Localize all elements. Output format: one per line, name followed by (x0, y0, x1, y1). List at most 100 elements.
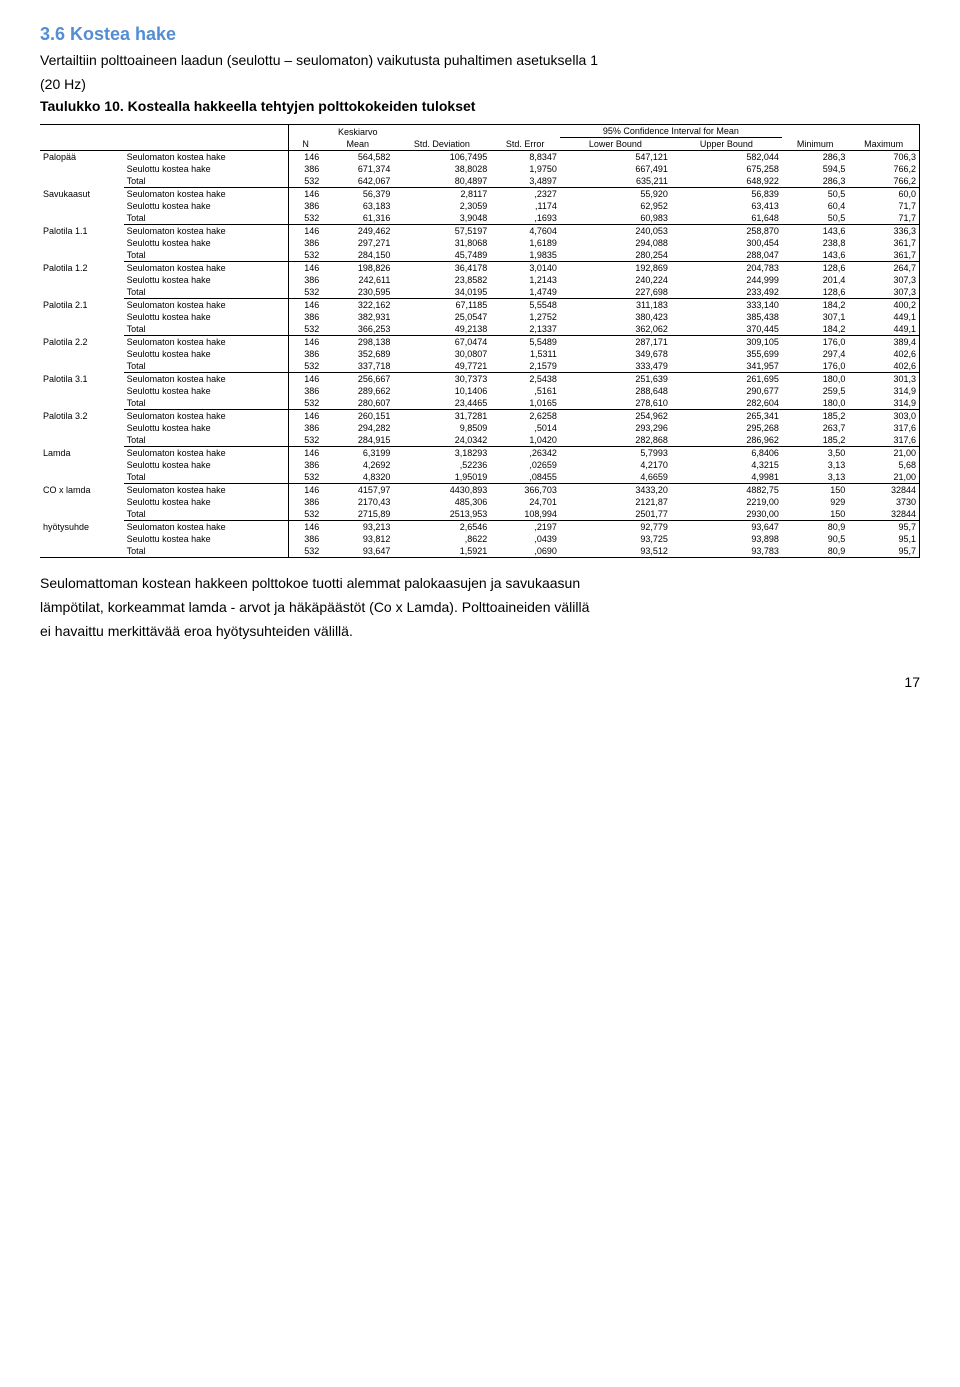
data-cell: 1,5921 (393, 545, 490, 558)
group-label (40, 434, 124, 447)
data-cell: 301,3 (848, 373, 919, 386)
row-label: Seulomaton kostea hake (124, 447, 289, 460)
data-cell: 50,5 (782, 188, 848, 201)
data-cell: 564,582 (322, 151, 393, 164)
data-cell: 4,8320 (322, 471, 393, 484)
data-cell: 150 (782, 484, 848, 497)
data-cell: 23,8582 (393, 274, 490, 286)
data-cell: 263,7 (782, 422, 848, 434)
col-lower: Lower Bound (560, 138, 671, 151)
group-label: hyötysuhde (40, 521, 124, 534)
data-cell: 532 (289, 323, 323, 336)
section-heading: 3.6 Kostea hake (40, 24, 920, 45)
data-cell: 23,4465 (393, 397, 490, 410)
data-cell: 582,044 (671, 151, 782, 164)
data-cell: 675,258 (671, 163, 782, 175)
row-label: Total (124, 471, 289, 484)
data-cell: 265,341 (671, 410, 782, 423)
col-keskiarvo: Keskiarvo (322, 125, 393, 138)
closing-line-3: ei havaittu merkittävää eroa hyötysuhtei… (40, 623, 353, 639)
data-cell: 108,994 (490, 508, 560, 521)
row-label: Seulottu kostea hake (124, 385, 289, 397)
row-label: Total (124, 212, 289, 225)
data-cell: 288,648 (560, 385, 671, 397)
data-cell: 198,826 (322, 262, 393, 275)
data-cell: 63,413 (671, 200, 782, 212)
data-cell: 333,140 (671, 299, 782, 312)
data-cell: 314,9 (848, 385, 919, 397)
group-label: Palotila 2.1 (40, 299, 124, 312)
row-label: Total (124, 286, 289, 299)
data-cell: 307,3 (848, 286, 919, 299)
data-cell: 284,915 (322, 434, 393, 447)
group-label (40, 175, 124, 188)
row-label: Total (124, 249, 289, 262)
group-label: Lamda (40, 447, 124, 460)
data-cell: 300,454 (671, 237, 782, 249)
data-cell: 2513,953 (393, 508, 490, 521)
table-row: Palotila 2.1Seulomaton kostea hake146322… (40, 299, 920, 312)
data-cell: ,26342 (490, 447, 560, 460)
group-label: CO x lamda (40, 484, 124, 497)
data-cell: 648,922 (671, 175, 782, 188)
table-row: hyötysuhdeSeulomaton kostea hake14693,21… (40, 521, 920, 534)
data-cell: 264,7 (848, 262, 919, 275)
table-row: Total5322715,892513,953108,9942501,77293… (40, 508, 920, 521)
row-label: Total (124, 508, 289, 521)
data-cell: 4157,97 (322, 484, 393, 497)
data-cell: 50,5 (782, 212, 848, 225)
data-cell: 286,3 (782, 151, 848, 164)
data-cell: 25,0547 (393, 311, 490, 323)
data-cell: 204,783 (671, 262, 782, 275)
data-cell: 282,868 (560, 434, 671, 447)
data-cell: 766,2 (848, 163, 919, 175)
table-row: PalopääSeulomaton kostea hake146564,5821… (40, 151, 920, 164)
data-cell: 180,0 (782, 373, 848, 386)
data-cell: 3,13 (782, 471, 848, 484)
data-cell: 4,7604 (490, 225, 560, 238)
data-cell: ,2327 (490, 188, 560, 201)
data-cell: 294,282 (322, 422, 393, 434)
row-label: Seulottu kostea hake (124, 533, 289, 545)
data-cell: 667,491 (560, 163, 671, 175)
row-label: Seulomaton kostea hake (124, 410, 289, 423)
data-cell: 366,253 (322, 323, 393, 336)
data-cell: 38,8028 (393, 163, 490, 175)
table-row: Seulottu kostea hake386289,66210,1406,51… (40, 385, 920, 397)
data-cell: 5,7993 (560, 447, 671, 460)
group-label: Palotila 1.1 (40, 225, 124, 238)
data-cell: 289,662 (322, 385, 393, 397)
table-row: Total5324,83201,95019,084554,66594,99813… (40, 471, 920, 484)
data-cell: 3,50 (782, 447, 848, 460)
data-cell: 95,1 (848, 533, 919, 545)
data-cell: 2501,77 (560, 508, 671, 521)
data-cell: 402,6 (848, 360, 919, 373)
data-cell: 349,678 (560, 348, 671, 360)
data-cell: 2,6258 (490, 410, 560, 423)
table-row: Total532284,91524,03421,0420282,868286,9… (40, 434, 920, 447)
data-cell: 201,4 (782, 274, 848, 286)
data-cell: 386 (289, 348, 323, 360)
data-cell: 352,689 (322, 348, 393, 360)
data-cell: 80,4897 (393, 175, 490, 188)
table-row: Total532337,71849,77212,1579333,479341,9… (40, 360, 920, 373)
data-cell: 1,2752 (490, 311, 560, 323)
table-row: Total53293,6471,5921,069093,51293,78380,… (40, 545, 920, 558)
data-cell: 355,699 (671, 348, 782, 360)
data-cell: 34,0195 (393, 286, 490, 299)
row-label: Seulomaton kostea hake (124, 521, 289, 534)
group-label (40, 422, 124, 434)
group-label (40, 286, 124, 299)
closing-line-1: Seulomattoman kostean hakkeen polttokoe … (40, 575, 580, 591)
data-cell: 6,8406 (671, 447, 782, 460)
col-min: Minimum (782, 125, 848, 151)
row-label: Seulottu kostea hake (124, 311, 289, 323)
data-cell: 337,718 (322, 360, 393, 373)
intro-line-1: Vertailtiin polttoaineen laadun (seulott… (40, 51, 920, 71)
data-cell: 24,0342 (393, 434, 490, 447)
data-cell: 295,268 (671, 422, 782, 434)
data-cell: 594,5 (782, 163, 848, 175)
data-cell: 4,6659 (560, 471, 671, 484)
data-cell: 307,3 (848, 274, 919, 286)
data-cell: 254,962 (560, 410, 671, 423)
